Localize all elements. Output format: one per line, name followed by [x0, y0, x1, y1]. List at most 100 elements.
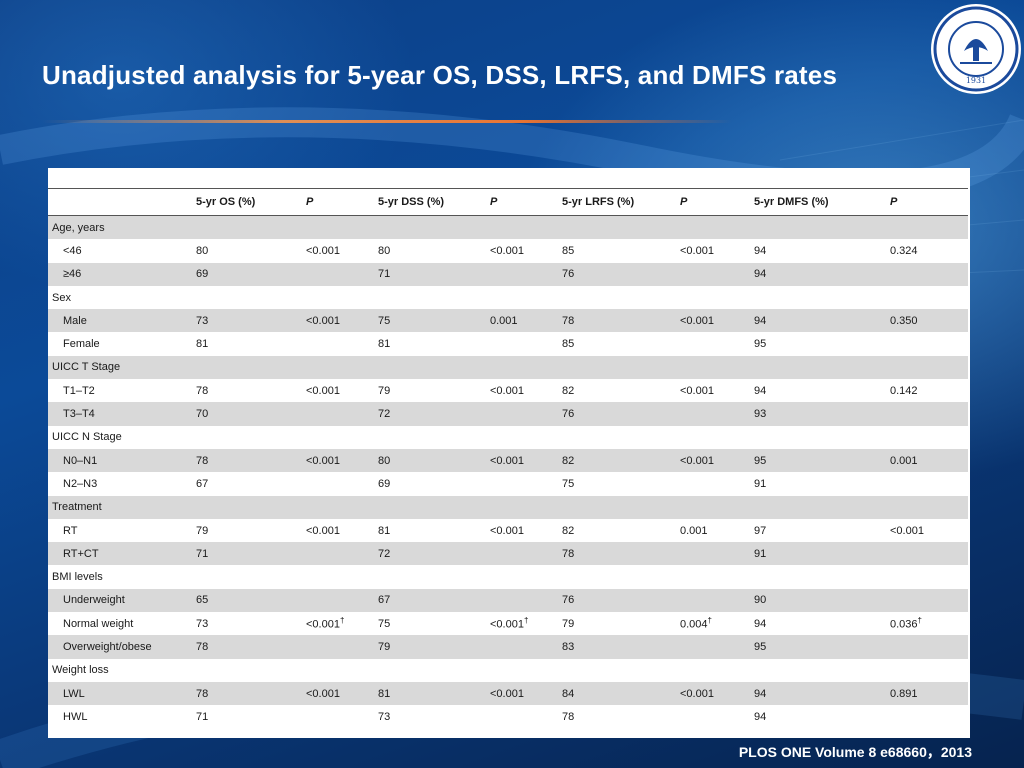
table-cell	[886, 565, 968, 588]
table-cell	[750, 426, 886, 449]
logo-year: 1931	[966, 76, 986, 85]
table-cell	[374, 355, 486, 380]
table-cell	[302, 588, 374, 613]
table-cell: <0.001	[302, 681, 374, 706]
header-cell: P	[676, 188, 750, 216]
table-cell	[676, 565, 750, 588]
table-row: N0–N1 78 <0.001 80 <0.001 82 <0.001 95 0.001	[48, 448, 968, 473]
table-cell: 81	[374, 681, 486, 706]
table-cell	[886, 426, 968, 449]
table-cell	[374, 426, 486, 449]
table-cell	[302, 542, 374, 566]
table-cell: 0.324	[890, 244, 918, 257]
header-cell: P	[886, 188, 968, 216]
row-label-cell: Overweight/obese	[48, 635, 192, 659]
table-cell	[558, 215, 676, 240]
table-cell: <0.001	[490, 524, 524, 537]
table-cell: <0.001	[676, 309, 750, 333]
table-cell: 95	[750, 635, 886, 659]
table-cell: 80	[378, 244, 391, 257]
table-cell: <0.001	[486, 681, 558, 706]
table-cell	[374, 659, 486, 682]
header-cell: 5-yr DSS (%)	[374, 188, 486, 216]
table-cell: <0.001	[302, 448, 374, 473]
table-cell	[558, 286, 676, 309]
table-cell: 85	[562, 338, 575, 351]
table-cell: <0.001	[490, 384, 524, 397]
table-cell	[302, 215, 374, 240]
table-cell: <0.001	[306, 524, 340, 537]
table-cell: 0.001	[486, 309, 558, 333]
table-cell	[486, 472, 558, 495]
table-cell	[486, 262, 558, 286]
table-cell	[676, 705, 750, 728]
table-cell: <0.001	[486, 448, 558, 473]
table-cell: 0.001	[886, 448, 968, 473]
row-label-cell: RT	[63, 524, 78, 537]
table-cell: 75	[374, 309, 486, 333]
table-cell	[750, 659, 886, 682]
table-cell: 94	[754, 710, 767, 723]
table-cell	[192, 355, 302, 380]
table-cell: <0.001†	[490, 616, 529, 632]
table-cell	[676, 262, 750, 286]
table-row: T3–T4 70 72 76 93	[48, 402, 968, 426]
table-cell	[750, 495, 886, 519]
group-label-cell: Treatment	[48, 495, 192, 519]
table-cell: 72	[374, 542, 486, 566]
table-cell: 67	[374, 588, 486, 613]
table-cell: 93	[750, 402, 886, 426]
table-cell: 81	[378, 524, 391, 537]
table-cell: 91	[750, 542, 886, 566]
table-cell: 73	[192, 309, 302, 333]
table-group-row: UICC N Stage	[48, 426, 968, 449]
table-cell: 81	[196, 338, 209, 351]
table-cell: 0.142	[890, 384, 918, 397]
table-group-row: Weight loss	[48, 659, 968, 682]
table-cell	[486, 286, 558, 309]
table-cell	[676, 286, 750, 309]
table-cell: 94	[750, 681, 886, 706]
table-cell	[750, 286, 886, 309]
row-label-cell: T3–T4	[48, 402, 192, 426]
table-cell	[886, 286, 968, 309]
header-cell: P	[302, 188, 374, 216]
table-cell: 82	[558, 448, 676, 473]
table-cell: 82	[562, 384, 575, 397]
table-row: RT+CT 71 72 78 91	[48, 542, 968, 566]
table-cell	[676, 635, 750, 659]
table-cell	[302, 495, 374, 519]
table-cell: 76	[558, 262, 676, 286]
survival-rates-table: 5-yr OS (%) P 5-yr DSS (%) P 5-yr LRFS (…	[48, 172, 968, 729]
table-cell	[374, 565, 486, 588]
table-cell	[486, 588, 558, 613]
table-cell	[676, 472, 750, 495]
table-cell: 78	[562, 710, 575, 723]
table-cell: <0.001	[302, 309, 374, 333]
table-row: Underweight 65 67 76 90	[48, 588, 968, 613]
table-cell	[302, 565, 374, 588]
table-cell: <0.001†	[306, 616, 345, 632]
title-underline	[42, 120, 732, 123]
table-cell: 73	[196, 617, 209, 630]
table-cell: 78	[192, 448, 302, 473]
table-cell	[750, 355, 886, 380]
group-label-cell: BMI levels	[52, 571, 103, 584]
table-row: N2–N3 67 69 75 91	[48, 472, 968, 495]
row-label-cell: Female	[63, 338, 100, 351]
table-cell	[302, 635, 374, 659]
row-label-cell: HWL	[63, 710, 88, 723]
table-cell: <0.001	[890, 524, 924, 537]
row-label-cell: <46	[63, 244, 82, 257]
table-cell: 0.004†	[680, 616, 712, 632]
row-label-cell: Male	[48, 309, 192, 333]
table-cell	[302, 426, 374, 449]
university-seal-logo: 1931	[931, 4, 1021, 94]
table-cell: 79	[562, 617, 575, 630]
table-cell	[886, 705, 968, 728]
row-label-cell: LWL	[48, 681, 192, 706]
results-table-panel: 5-yr OS (%) P 5-yr DSS (%) P 5-yr LRFS (…	[48, 168, 970, 738]
table-group-row: BMI levels	[48, 565, 968, 588]
citation: PLOS ONE Volume 8 e68660，2013	[738, 744, 972, 760]
table-cell	[558, 355, 676, 380]
